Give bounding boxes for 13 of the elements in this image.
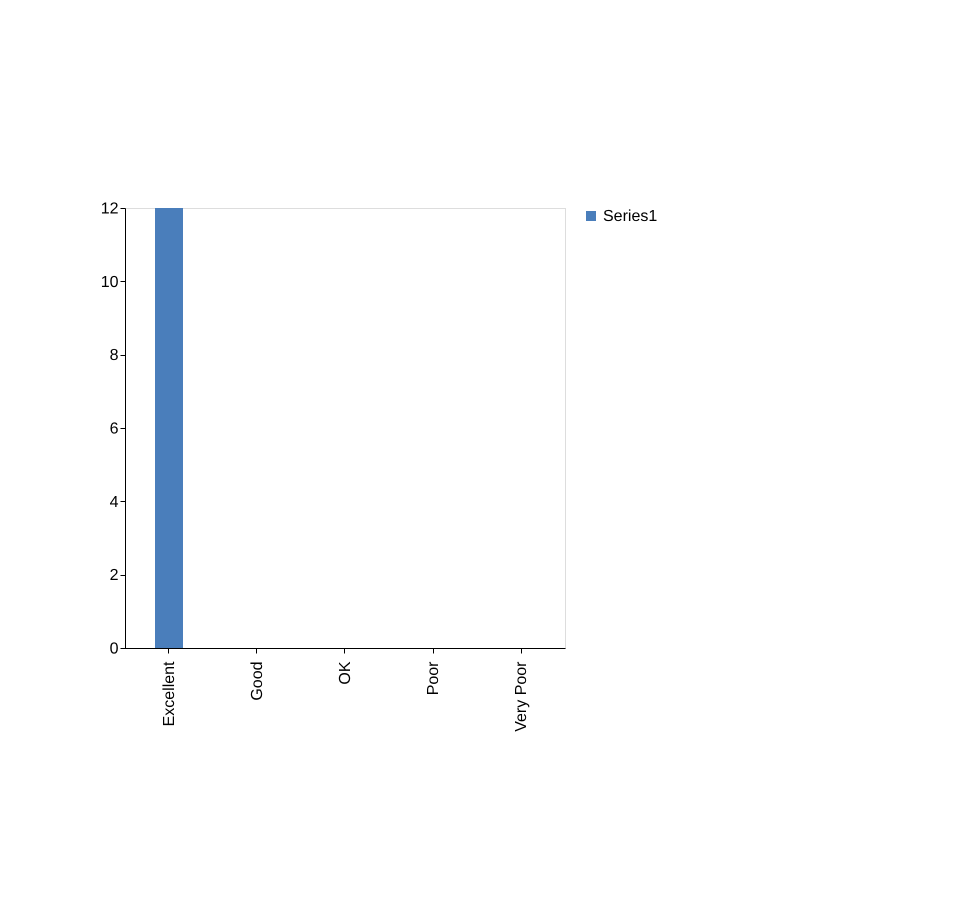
y-tick-label: 8 [110, 347, 119, 364]
y-tick-label: 6 [110, 420, 119, 438]
y-tick-label: 12 [100, 200, 119, 218]
x-tick-label: Good [249, 662, 266, 701]
y-tick-label: 2 [110, 567, 119, 584]
x-tick-label: Poor [425, 660, 442, 696]
y-tick-label: 10 [100, 274, 119, 291]
x-tick-label: Very Poor [513, 660, 530, 732]
x-tick-label: OK [337, 661, 354, 685]
x-tick-label: Excellent [161, 660, 178, 726]
y-tick-label: 0 [110, 640, 119, 658]
y-tick-label: 4 [110, 494, 119, 511]
legend-label: Series1 [603, 208, 658, 225]
